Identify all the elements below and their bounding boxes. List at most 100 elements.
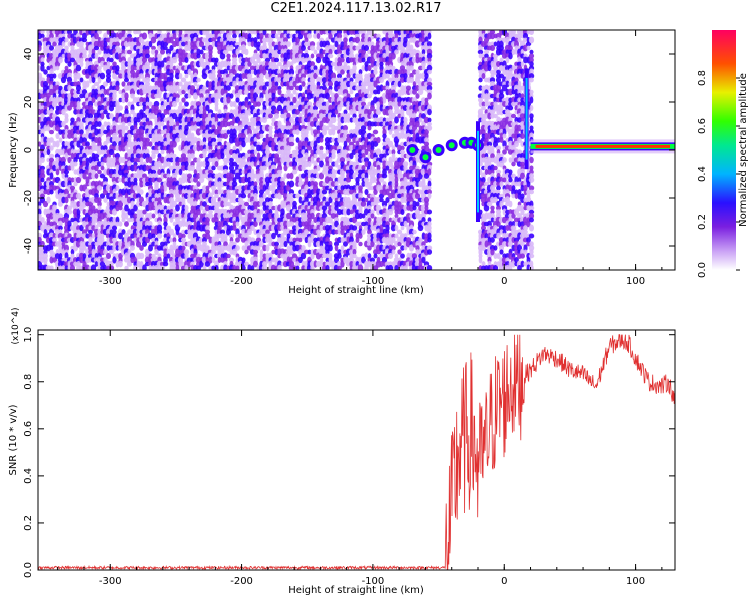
heatmap-cell <box>64 37 69 43</box>
heatmap-cell <box>129 88 136 96</box>
heatmap-cell <box>391 249 396 255</box>
heatmap-cell <box>358 241 363 247</box>
heatmap-cell <box>214 104 219 112</box>
heatmap-cell <box>46 168 51 176</box>
heatmap-cell <box>108 148 115 156</box>
heatmap-cell <box>61 53 66 59</box>
heatmap-cell <box>289 85 294 91</box>
heatmap-cell <box>40 177 45 183</box>
heatmap-cell <box>226 253 231 259</box>
heatmap-cell <box>48 88 55 96</box>
heatmap-cell <box>100 224 105 232</box>
heatmap-cell <box>135 30 142 35</box>
heatmap-cell <box>115 45 120 51</box>
heatmap-cell <box>52 232 57 240</box>
heatmap-cell <box>97 169 102 175</box>
heatmap-cell <box>94 52 99 60</box>
heatmap-cell <box>94 196 99 204</box>
heatmap-cell <box>127 121 132 127</box>
heatmap-cell <box>66 30 73 35</box>
heatmap-cell <box>58 104 63 112</box>
heatmap-cell <box>157 93 162 99</box>
heatmap-cell <box>124 152 129 160</box>
heatmap-cell <box>69 264 76 270</box>
heatmap-cell <box>48 153 55 159</box>
heatmap-cell <box>85 41 90 47</box>
heatmap-cell <box>103 32 108 40</box>
heatmap-cell <box>175 97 180 103</box>
heatmap-cell <box>79 108 84 116</box>
heatmap-cell <box>46 148 51 156</box>
heatmap-cell <box>109 124 114 132</box>
heatmap-cell <box>106 121 111 127</box>
heatmap-cell <box>288 180 295 188</box>
heatmap-cell <box>49 145 54 151</box>
heatmap-cell <box>96 108 103 116</box>
heatmap-cell <box>38 236 42 244</box>
heatmap-cell <box>40 217 45 223</box>
heatmap-cell <box>63 169 70 175</box>
heatmap-cell <box>121 188 126 196</box>
heatmap-cell <box>49 137 54 143</box>
heatmap-cell <box>82 53 87 59</box>
heatmap-cell <box>70 117 75 123</box>
heatmap-cell <box>100 104 105 112</box>
heatmap-cell <box>139 153 144 159</box>
heatmap-cell <box>43 124 48 132</box>
heatmap-cell <box>79 129 84 135</box>
heatmap-cell <box>76 100 81 108</box>
heatmap-cell <box>133 77 138 83</box>
heatmap-cell <box>64 165 69 171</box>
heatmap-cell <box>49 37 54 43</box>
heatmap-cell <box>103 101 108 107</box>
heatmap-cell <box>127 217 132 223</box>
heatmap-cell <box>66 76 73 84</box>
heatmap-cell <box>91 53 96 59</box>
heatmap-cell <box>136 209 141 215</box>
heatmap-cell <box>58 225 63 231</box>
heatmap-cell <box>130 141 135 147</box>
heatmap-cell <box>58 220 63 228</box>
heatmap-cell <box>52 53 57 59</box>
heatmap-cell <box>130 256 135 264</box>
heatmap-cell <box>130 93 135 99</box>
heatmap-cell <box>130 116 135 124</box>
heatmap-cell <box>43 229 48 235</box>
heatmap-cell <box>39 77 46 83</box>
heatmap-cell <box>184 101 189 107</box>
heatmap-cell <box>82 85 87 91</box>
heatmap-cell <box>124 241 129 247</box>
heatmap-cell <box>70 177 75 183</box>
heatmap-cell <box>84 188 91 196</box>
heatmap-cell <box>124 145 129 151</box>
heatmap-cell <box>76 140 81 148</box>
heatmap-cell <box>295 128 300 136</box>
heatmap-cell <box>43 148 48 156</box>
heatmap-cell <box>75 176 82 184</box>
heatmap-cell <box>58 41 63 47</box>
heatmap-cell <box>102 212 109 220</box>
heatmap-cell <box>121 229 126 235</box>
heatmap-cell <box>151 213 156 219</box>
heatmap-cell <box>142 181 147 187</box>
heatmap-cell <box>115 144 120 152</box>
heatmap-cell <box>121 128 126 136</box>
heatmap-cell <box>277 88 282 96</box>
heatmap-cell <box>88 149 93 155</box>
heatmap-cell <box>88 229 93 235</box>
heatmap-cell <box>112 37 117 43</box>
heatmap-cell <box>97 117 102 123</box>
heatmap-cell <box>46 196 51 204</box>
heatmap-cell <box>381 173 388 179</box>
heatmap-cell <box>38 44 42 52</box>
heatmap-cell <box>91 253 96 259</box>
heatmap-cell <box>111 225 118 231</box>
heatmap-cell <box>87 113 94 119</box>
heatmap-cell <box>100 60 105 68</box>
heatmap-cell <box>64 152 69 160</box>
heatmap-cell <box>105 136 112 144</box>
heatmap-cell <box>43 249 48 255</box>
heatmap-cell <box>136 117 141 123</box>
heatmap-cell <box>88 49 93 55</box>
heatmap-cell <box>61 133 66 139</box>
